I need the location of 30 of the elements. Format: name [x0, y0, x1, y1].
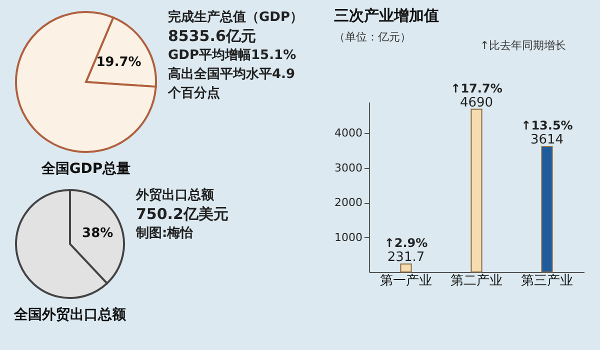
x-tick-label: 第一产业: [380, 274, 432, 288]
text: 全国外贸出口总额: [13, 306, 127, 323]
chart-title: 三次产业增加值: [334, 6, 440, 24]
chart-subtitle: （单位：亿元）: [334, 30, 412, 44]
text: GDP平均增幅15.1%高出全国平均水平4.9个百分点: [168, 47, 298, 103]
annotation: ↑17.7%: [450, 81, 502, 96]
text: 750.2亿美元: [136, 205, 230, 224]
data-label: 4690: [460, 95, 494, 110]
text: 完成生产总值（GDP）: [168, 8, 304, 27]
data-label: 19.7%: [96, 54, 142, 70]
data-label: 38%: [82, 226, 114, 242]
data-label: 231.7: [387, 250, 425, 265]
text: ↑比去年同期增长: [480, 38, 566, 53]
pie-slice: [15, 11, 157, 153]
y-tick-label: 3000: [334, 161, 362, 174]
text: 制图:梅怡: [136, 225, 194, 243]
y-tick-label: 2000: [334, 196, 362, 210]
text: 全国GDP总量: [40, 161, 131, 177]
text: 外贸出口总额: [136, 186, 215, 205]
bar: [400, 263, 412, 272]
x-tick-label: 第二产业: [450, 274, 502, 288]
text: 8535.6亿元: [168, 27, 257, 46]
annotation: ↑13.5%: [521, 118, 573, 133]
y-tick-label: 1000: [334, 230, 362, 244]
bar: [470, 108, 482, 272]
bar: [541, 146, 553, 272]
data-label: 3614: [530, 132, 564, 148]
annotation: ↑2.9%: [384, 236, 428, 250]
y-tick-label: 4000: [334, 126, 362, 140]
x-tick-label: 第三产业: [520, 274, 573, 288]
